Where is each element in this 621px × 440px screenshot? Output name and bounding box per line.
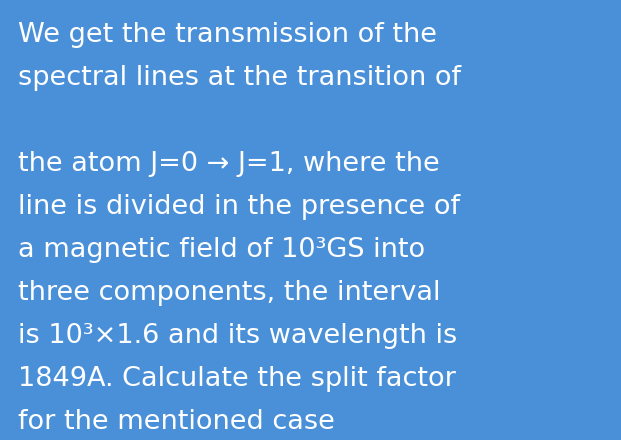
Text: is 10³×1.6 and its wavelength is: is 10³×1.6 and its wavelength is: [18, 323, 457, 349]
Text: We get the transmission of the: We get the transmission of the: [18, 22, 437, 48]
Text: 1849A. Calculate the split factor: 1849A. Calculate the split factor: [18, 366, 456, 392]
Text: line is divided in the presence of: line is divided in the presence of: [18, 194, 460, 220]
Text: spectral lines at the transition of: spectral lines at the transition of: [18, 65, 461, 91]
Text: for the mentioned case: for the mentioned case: [18, 409, 335, 435]
Text: a magnetic field of 10³GS into: a magnetic field of 10³GS into: [18, 237, 425, 263]
Text: the atom J=0 → J=1, where the: the atom J=0 → J=1, where the: [18, 151, 440, 177]
Text: three components, the interval: three components, the interval: [18, 280, 440, 306]
